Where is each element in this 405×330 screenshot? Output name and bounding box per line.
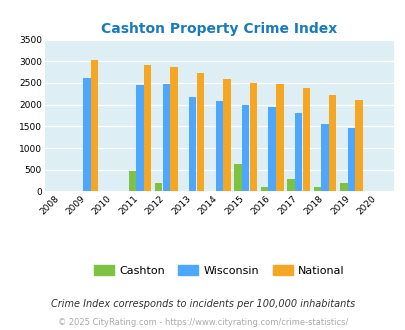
Bar [143, 65, 151, 191]
Bar [347, 128, 354, 191]
Bar [155, 183, 162, 191]
Bar [328, 95, 336, 191]
Bar [241, 105, 249, 191]
Bar [128, 171, 136, 191]
Bar [136, 85, 143, 191]
Bar [320, 124, 328, 191]
Text: © 2025 CityRating.com - https://www.cityrating.com/crime-statistics/: © 2025 CityRating.com - https://www.city… [58, 318, 347, 327]
Bar [355, 100, 362, 191]
Bar [275, 84, 283, 191]
Bar [162, 84, 170, 191]
Legend: Cashton, Wisconsin, National: Cashton, Wisconsin, National [89, 261, 348, 280]
Bar [286, 179, 294, 191]
Bar [260, 187, 268, 191]
Bar [302, 88, 309, 191]
Bar [223, 79, 230, 191]
Bar [215, 101, 222, 191]
Bar [196, 73, 204, 191]
Bar [268, 108, 275, 191]
Bar [189, 97, 196, 191]
Title: Cashton Property Crime Index: Cashton Property Crime Index [101, 22, 337, 36]
Bar [234, 164, 241, 191]
Bar [83, 78, 90, 191]
Bar [313, 187, 320, 191]
Bar [294, 113, 302, 191]
Bar [249, 83, 256, 191]
Bar [91, 59, 98, 191]
Bar [170, 67, 177, 191]
Text: Crime Index corresponds to incidents per 100,000 inhabitants: Crime Index corresponds to incidents per… [51, 299, 354, 309]
Bar [339, 183, 347, 191]
